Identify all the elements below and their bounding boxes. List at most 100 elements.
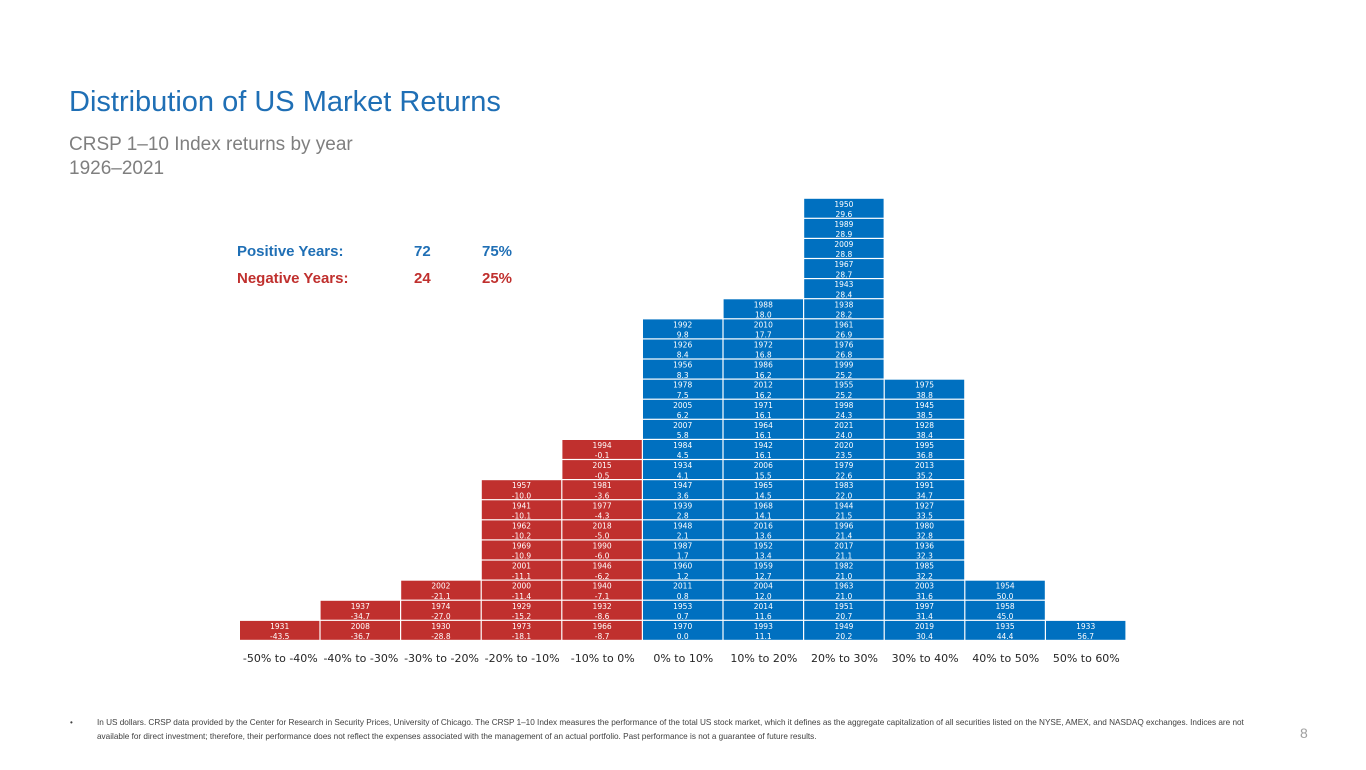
cell-return-label: 14.5 [755,491,772,500]
bar-cell [481,480,562,500]
cell-year-label: 1944 [834,501,853,510]
x-category-label: 0% to 10% [653,652,713,665]
bar-cell [804,359,884,379]
cell-return-label: 50.0 [997,592,1014,601]
bar-cell [643,500,723,520]
cell-year-label: 1967 [834,260,853,269]
cell-return-label: -21.1 [431,592,451,601]
cell-year-label: 2015 [593,461,612,470]
bar-cell [723,620,803,640]
cell-year-label: 1965 [754,481,773,490]
footnote-bullet: • [70,718,73,727]
x-category-label: 40% to 50% [972,652,1039,665]
cell-year-label: 1969 [512,542,531,551]
bar-cell [320,600,400,620]
cell-return-label: 26.8 [836,351,853,360]
bar-cell [884,580,965,600]
bar-cell [562,540,642,560]
cell-year-label: 1933 [1076,622,1095,631]
cell-return-label: -0.5 [595,471,610,480]
cell-return-label: 8.3 [677,371,689,380]
cell-return-label: 9.8 [677,331,689,340]
x-category-label: -20% to -10% [485,652,560,665]
bar-cell [643,379,723,399]
cell-return-label: -6.0 [595,552,610,561]
cell-return-label: 6.2 [677,411,689,420]
cell-return-label: -10.0 [512,491,532,500]
bar-cell [804,259,884,278]
bar-cell [804,540,884,560]
bar-cell [643,339,723,359]
bar-cell [804,319,884,339]
cell-year-label: 2020 [834,441,853,450]
cell-year-label: 2010 [754,320,773,329]
cell-return-label: 13.6 [755,532,772,541]
cell-year-label: 1956 [673,361,692,370]
bar-cell [723,600,803,620]
cell-return-label: 36.8 [916,451,933,460]
cell-year-label: 1964 [754,421,773,430]
cell-return-label: 16.8 [755,351,772,360]
cell-year-label: 1973 [512,622,531,631]
cell-return-label: 56.7 [1077,632,1094,641]
cell-return-label: 26.9 [836,331,853,340]
cell-return-label: 18.0 [755,311,772,320]
cell-year-label: 1977 [593,501,612,510]
cell-return-label: -10.2 [512,532,532,541]
bar-cell [401,580,481,600]
cell-return-label: 11.1 [755,632,772,641]
cell-return-label: 28.2 [836,311,853,320]
cell-year-label: 2017 [834,542,853,551]
cell-return-label: 0.8 [677,592,689,601]
cell-year-label: 1986 [754,361,773,370]
cell-year-label: 1932 [593,602,612,611]
cell-return-label: 28.9 [836,230,853,239]
bar-cell [401,620,481,640]
bar-cell [965,580,1045,600]
bar-cell [804,440,884,459]
bar-cell [723,399,803,419]
bar-cell [884,520,965,540]
period-label: 1926–2021 [69,158,165,179]
bar-cell [643,359,723,379]
cell-year-label: 2013 [915,461,934,470]
cell-year-label: 1992 [673,320,692,329]
cell-return-label: -8.6 [595,612,610,621]
cell-year-label: 1976 [834,341,853,350]
bar-cell [481,540,562,560]
cell-return-label: 21.5 [836,512,853,521]
cell-return-label: 32.2 [916,572,933,581]
bar-cell [481,520,562,540]
cell-return-label: 4.5 [677,451,689,460]
cell-year-label: 1960 [673,562,692,571]
cell-year-label: 1994 [593,441,612,450]
bar-cell [884,620,965,640]
cell-year-label: 2005 [673,401,692,410]
cell-year-label: 1953 [673,602,692,611]
cell-return-label: -0.1 [595,451,610,460]
bar-cell [723,540,803,560]
cell-return-label: 25.2 [836,371,853,380]
cell-return-label: 30.4 [916,632,933,641]
cell-year-label: 2004 [754,582,773,591]
cell-year-label: 1996 [834,521,853,530]
bar-cell [884,440,965,459]
cell-year-label: 1928 [915,421,934,430]
bar-cell [562,600,642,620]
bar-cell [804,218,884,238]
cell-return-label: 2.8 [677,512,689,521]
bar-cell [804,399,884,419]
cell-return-label: 0.7 [677,612,689,621]
cell-year-label: 1993 [754,622,773,631]
bar-cell [804,339,884,359]
cell-return-label: -8.7 [595,632,610,641]
bar-cell [804,480,884,500]
cell-return-label: 22.0 [836,491,853,500]
bar-cell [884,419,965,439]
cell-year-label: 2016 [754,521,773,530]
cell-year-label: 1980 [915,521,934,530]
cell-year-label: 1946 [593,562,612,571]
cell-year-label: 1935 [996,622,1015,631]
cell-return-label: 38.4 [916,431,933,440]
bar-cell [562,480,642,500]
